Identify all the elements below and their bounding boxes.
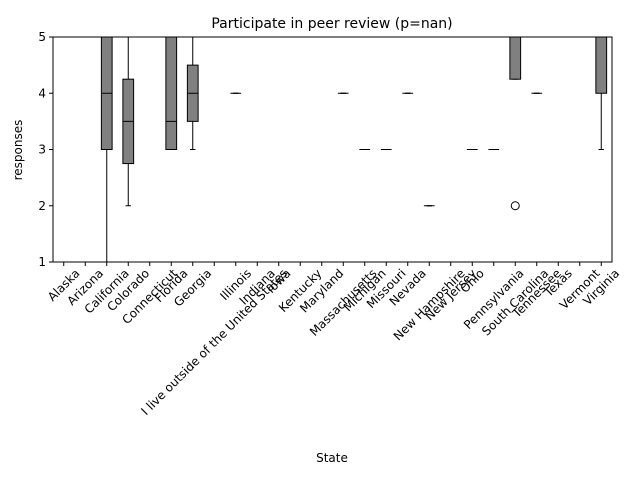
- x-axis-label: State: [316, 451, 348, 465]
- box: [165, 36, 178, 150]
- outlier: [510, 201, 520, 211]
- plot-frame: [52, 36, 613, 263]
- y-tick-label: 2: [38, 199, 46, 213]
- y-tick-label: 4: [38, 86, 46, 100]
- box: [509, 36, 522, 80]
- y-tick-label: 1: [38, 255, 46, 269]
- y-tick-label: 5: [38, 30, 46, 44]
- y-tick-label: 3: [38, 143, 46, 157]
- box: [595, 36, 608, 94]
- y-axis-label: responses: [11, 120, 25, 181]
- chart-title: Participate in peer review (p=nan): [211, 16, 452, 32]
